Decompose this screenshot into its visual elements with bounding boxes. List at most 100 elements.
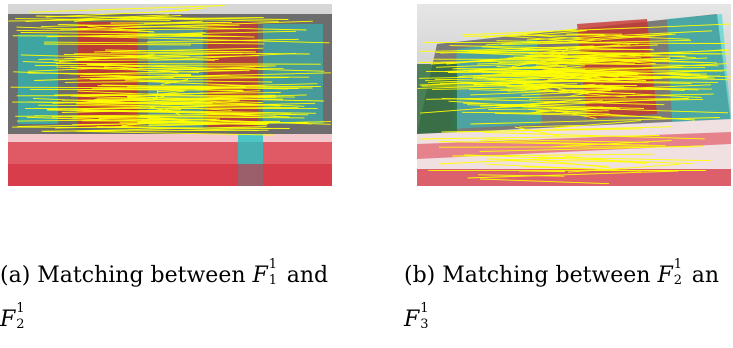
match-line <box>495 71 729 81</box>
match-line <box>70 70 243 75</box>
match-line <box>127 86 313 89</box>
caption-text: (a) Matching between <box>0 263 253 288</box>
match-line <box>514 126 560 137</box>
match-line <box>26 116 209 124</box>
match-line <box>25 14 169 23</box>
match-line <box>60 24 240 30</box>
match-line <box>552 120 642 129</box>
match-line <box>521 90 612 96</box>
match-line <box>438 157 566 165</box>
match-line <box>55 121 332 129</box>
match-line <box>151 99 305 107</box>
match-line <box>90 77 289 80</box>
match-line <box>455 51 718 64</box>
match-line <box>549 140 672 148</box>
match-line <box>76 130 274 136</box>
match-line <box>423 41 727 44</box>
match-line <box>77 87 251 91</box>
match-line <box>496 35 602 44</box>
match-line <box>435 52 730 55</box>
match-line <box>522 106 621 109</box>
match-line <box>155 94 307 100</box>
match-line <box>462 23 731 36</box>
match-line <box>155 52 296 61</box>
match-line <box>35 15 289 20</box>
match-line <box>27 72 192 75</box>
anaglyph-matching-graphic-b <box>417 4 731 186</box>
match-line <box>452 67 706 70</box>
match-line <box>29 88 243 91</box>
match-line <box>156 110 317 114</box>
match-line <box>526 30 713 41</box>
match-line <box>543 44 621 53</box>
match-line <box>96 126 259 131</box>
match-line <box>139 80 266 87</box>
match-line <box>528 108 696 121</box>
match-line <box>480 28 577 38</box>
caption-text: and <box>279 263 329 288</box>
match-line <box>419 73 652 79</box>
match-line <box>545 53 642 60</box>
match-line <box>505 159 609 167</box>
matching-image-a <box>8 4 332 186</box>
match-line <box>420 135 660 140</box>
match-line <box>479 178 610 185</box>
match-line <box>504 65 585 76</box>
match-line <box>163 104 281 107</box>
match-line <box>492 77 663 83</box>
match-line <box>153 90 185 96</box>
match-line <box>440 44 658 54</box>
match-line <box>54 92 281 96</box>
match-line <box>70 66 250 72</box>
match-line <box>83 109 296 115</box>
match-line <box>64 53 225 60</box>
match-line <box>487 158 650 163</box>
match-line <box>522 34 602 41</box>
match-line <box>55 62 321 65</box>
match-line <box>538 159 610 169</box>
match-line <box>464 154 694 165</box>
match-line <box>455 68 700 76</box>
match-line <box>40 21 232 28</box>
match-line <box>542 69 586 71</box>
match-line <box>518 170 565 172</box>
match-line <box>105 49 257 53</box>
match-line <box>58 35 330 44</box>
match-line <box>425 93 714 100</box>
match-line <box>449 45 655 51</box>
match-line <box>117 115 243 122</box>
match-line <box>469 89 636 94</box>
caption-text: (b) Matching between <box>404 263 658 288</box>
match-line <box>436 58 671 68</box>
match-line <box>508 57 708 69</box>
match-line <box>483 131 705 140</box>
match-line <box>441 128 642 133</box>
match-line <box>519 124 581 128</box>
match-line <box>485 138 649 143</box>
match-line <box>44 43 192 46</box>
match-line <box>479 145 705 152</box>
match-line <box>418 58 667 63</box>
match-line <box>480 100 603 107</box>
match-line <box>528 30 587 36</box>
match-line <box>144 20 203 25</box>
match-line <box>470 117 720 125</box>
match-line <box>32 97 177 106</box>
matching-image-b <box>417 4 731 186</box>
match-line <box>506 86 712 90</box>
match-line <box>45 9 189 18</box>
match-line <box>132 92 207 97</box>
match-line <box>12 35 238 38</box>
match-line <box>477 174 565 177</box>
match-line <box>419 48 653 52</box>
match-line <box>528 106 603 114</box>
match-line <box>434 78 692 84</box>
match-line <box>478 140 666 147</box>
